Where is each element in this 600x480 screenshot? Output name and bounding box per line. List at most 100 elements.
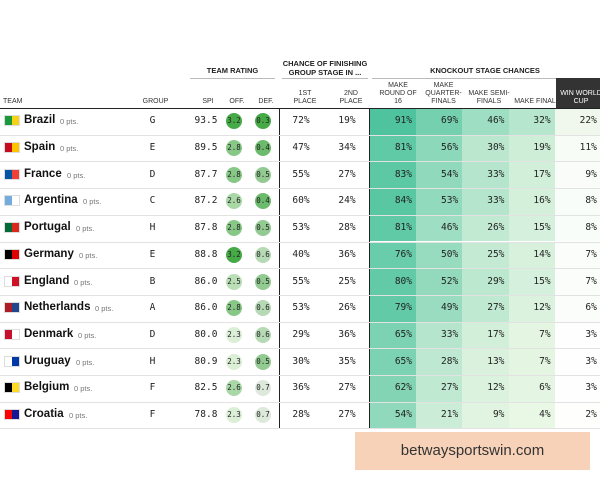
first-place: 47% — [292, 142, 310, 154]
knockout-cell — [462, 349, 509, 375]
knockout-cell — [370, 376, 417, 402]
team-name: Argentina — [24, 194, 78, 207]
flag — [4, 195, 20, 207]
knockout-cell — [416, 322, 463, 349]
spi: 93.5 — [194, 115, 218, 127]
knockout-value: 6% — [585, 302, 597, 314]
knockout-value: 17% — [487, 328, 505, 340]
knockout-cell — [370, 402, 417, 429]
team-points: 0 pts. — [95, 304, 114, 314]
second-place: 34% — [338, 142, 356, 154]
group: H — [149, 355, 156, 367]
knockout-cell — [370, 322, 417, 349]
knockout-value: 19% — [533, 142, 551, 154]
knockout-value: 91% — [394, 115, 412, 127]
column-header: GROUP — [142, 98, 169, 105]
knockout-cell — [508, 402, 555, 429]
knockout-value: 15% — [533, 222, 551, 234]
first-place: 36% — [292, 382, 310, 394]
knockout-value: 22% — [579, 115, 597, 127]
row-rule — [0, 268, 600, 270]
knockout-cell — [462, 269, 509, 295]
row-rule — [0, 401, 600, 403]
second-place: 36% — [338, 328, 356, 340]
knockout-cell — [554, 349, 600, 375]
spi: 80.0 — [194, 328, 218, 340]
team-points: 0 pts. — [74, 277, 93, 287]
knockout-cell — [554, 402, 600, 429]
def-rating: 0.4 — [255, 193, 271, 210]
knockout-cell — [554, 162, 600, 189]
group: A — [149, 302, 156, 314]
knockout-value: 52% — [441, 275, 459, 287]
team-points: 0 pts. — [60, 144, 79, 154]
flag — [4, 328, 20, 340]
knockout-cell — [554, 189, 600, 215]
spi: 89.5 — [194, 142, 218, 154]
off-rating: 2.3 — [226, 353, 242, 370]
first-place: 30% — [292, 355, 310, 367]
team-points: 0 pts. — [60, 117, 79, 127]
team-name: Brazil — [24, 114, 56, 127]
flag — [4, 302, 20, 314]
knockout-value: 7% — [585, 275, 597, 287]
row-rule — [0, 241, 600, 243]
knockout-cell — [508, 215, 555, 242]
rule — [372, 78, 556, 79]
group: D — [149, 328, 156, 340]
team-points: 0 pts. — [67, 170, 86, 180]
knockout-cell — [370, 162, 417, 189]
knockout-value: 7% — [539, 355, 551, 367]
flag — [4, 382, 20, 394]
knockout-cell — [508, 269, 555, 295]
knockout-value: 27% — [487, 302, 505, 314]
def-rating: 0.5 — [255, 166, 271, 183]
knockout-value: 9% — [492, 409, 505, 421]
team-points: 0 pts. — [76, 357, 95, 367]
second-place: 19% — [338, 115, 356, 127]
off-rating: 2.8 — [226, 140, 242, 157]
knockout-cell — [508, 349, 555, 375]
column-header: 1ST PLACE — [293, 90, 317, 105]
flag — [4, 142, 20, 154]
column-header: MAKE QUARTER-FINALS — [425, 82, 462, 105]
group: B — [149, 275, 156, 287]
spi: 80.9 — [194, 355, 218, 367]
knockout-cell — [508, 295, 555, 322]
spi: 82.5 — [194, 382, 218, 394]
knockout-value: 28% — [441, 355, 459, 367]
knockout-cell — [370, 189, 417, 215]
knockout-cell — [462, 322, 509, 349]
knockout-cell — [554, 215, 600, 242]
knockout-value: 3% — [585, 382, 597, 394]
column-header: WIN WORLD CUP — [560, 90, 600, 105]
knockout-value: 11% — [579, 142, 597, 154]
first-place: 55% — [292, 275, 310, 287]
knockout-cell — [416, 215, 463, 242]
knockout-cell — [416, 376, 463, 402]
knockout-value: 13% — [487, 355, 505, 367]
knockout-value: 83% — [394, 168, 412, 180]
second-place: 24% — [338, 195, 356, 207]
knockout-value: 33% — [487, 168, 505, 180]
flag — [4, 409, 20, 421]
spi: 78.8 — [194, 409, 218, 421]
knockout-cell — [508, 242, 555, 269]
first-place: 53% — [292, 302, 310, 314]
knockout-value: 53% — [441, 195, 459, 207]
second-place: 26% — [338, 302, 356, 314]
def-rating: 0.5 — [255, 353, 271, 370]
knockout-value: 62% — [394, 382, 412, 394]
knockout-cell — [462, 135, 509, 162]
def-rating: 0.3 — [255, 113, 271, 130]
column-header: TEAM — [3, 98, 23, 105]
team-name: Denmark — [24, 327, 74, 340]
knockout-value: 8% — [585, 222, 597, 234]
knockout-value: 84% — [394, 195, 412, 207]
column-header: DEF. — [258, 98, 274, 105]
team-name: Netherlands — [24, 301, 91, 314]
knockout-cell — [554, 269, 600, 295]
group: H — [149, 222, 156, 234]
off-rating: 2.5 — [226, 273, 242, 290]
knockout-value: 54% — [394, 409, 412, 421]
